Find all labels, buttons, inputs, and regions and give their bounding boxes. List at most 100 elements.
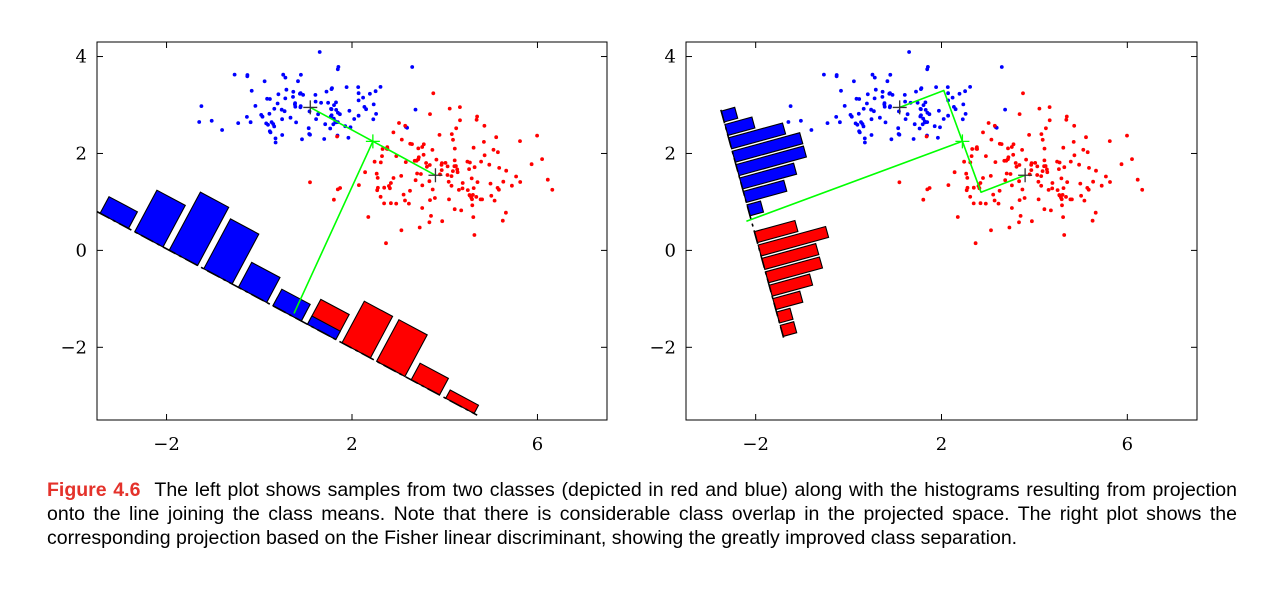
right-point-red <box>1059 176 1064 181</box>
right-point-blue <box>950 95 955 100</box>
right-point-red <box>1002 158 1007 163</box>
right-point-red <box>997 188 1002 193</box>
left-point-red <box>452 164 457 169</box>
right-point-red <box>1086 187 1091 192</box>
left-point-red <box>504 210 508 215</box>
left-point-red <box>440 219 445 224</box>
right-point-blue <box>869 117 874 122</box>
left-point-red <box>452 158 457 163</box>
left-xtick-label: 2 <box>346 434 357 455</box>
right-point-blue <box>822 72 826 77</box>
right-hist-bar-blue <box>742 179 788 204</box>
right-xtick-label: −2 <box>742 434 769 455</box>
left-point-blue <box>273 140 278 145</box>
left-point-red <box>518 180 523 184</box>
left-point-red <box>424 161 428 165</box>
right-point-red <box>989 137 994 142</box>
left-point-blue <box>220 128 225 132</box>
left-point-red <box>480 197 484 202</box>
right-point-red <box>1061 215 1065 220</box>
left-point-red <box>378 194 383 199</box>
left-point-red <box>460 181 465 185</box>
right-point-red <box>921 197 926 202</box>
left-point-red <box>460 186 465 191</box>
left-ytick-label: 4 <box>76 47 87 68</box>
right-point-blue <box>896 126 901 131</box>
right-point-blue <box>863 140 867 145</box>
right-point-red <box>1061 186 1066 191</box>
left-point-red <box>430 187 435 192</box>
right-point-red <box>965 176 970 180</box>
right-point-red <box>1085 150 1090 155</box>
right-plot-panel: −2 2 6 −2 0 2 4 <box>649 41 1198 455</box>
left-point-blue <box>371 102 376 107</box>
right-point-red <box>1140 187 1145 192</box>
right-point-blue <box>963 112 968 116</box>
right-point-red <box>969 154 974 159</box>
right-point-red <box>968 194 973 199</box>
left-point-red <box>335 134 339 139</box>
right-point-blue <box>923 100 928 105</box>
right-point-red <box>1008 172 1013 176</box>
left-point-blue <box>291 89 296 94</box>
right-point-red <box>991 192 996 197</box>
right-point-blue <box>862 136 867 141</box>
right-point-red <box>1104 174 1108 179</box>
left-point-red <box>540 157 544 162</box>
right-point-red <box>1062 233 1067 237</box>
left-point-blue <box>300 137 304 142</box>
left-point-blue <box>306 126 311 131</box>
left-point-blue <box>268 97 272 101</box>
left-point-red <box>380 154 384 159</box>
right-point-blue <box>920 122 925 127</box>
left-point-blue <box>267 129 272 134</box>
left-point-blue <box>356 98 361 103</box>
left-hist-bar-blue <box>237 261 281 304</box>
right-point-red <box>1064 195 1068 199</box>
left-point-blue <box>293 101 297 105</box>
left-point-red <box>425 164 429 169</box>
right-point-blue <box>799 118 803 123</box>
right-red-mean-marker <box>1018 168 1033 183</box>
left-point-red <box>449 183 454 188</box>
right-point-red <box>978 181 983 185</box>
right-point-blue <box>842 104 847 108</box>
left-point-blue <box>260 114 265 119</box>
left-point-red <box>429 214 433 218</box>
right-point-red <box>1007 225 1012 230</box>
left-point-red <box>491 147 496 152</box>
right-ytick-label: −2 <box>649 337 676 358</box>
left-point-red <box>378 160 383 165</box>
right-point-red <box>1010 206 1014 210</box>
right-point-blue <box>960 117 965 122</box>
left-hist-bar-red <box>341 300 394 359</box>
right-point-red <box>1039 174 1044 179</box>
right-point-blue <box>861 106 866 111</box>
right-point-red <box>1045 170 1050 175</box>
left-point-blue <box>334 108 339 112</box>
right-point-red <box>1130 157 1134 162</box>
right-point-blue <box>872 75 877 80</box>
right-point-red <box>984 154 988 159</box>
left-point-red <box>447 106 452 111</box>
left-point-blue <box>356 113 361 118</box>
right-point-blue <box>921 116 926 121</box>
left-point-blue <box>273 136 278 141</box>
right-point-blue <box>890 93 895 97</box>
left-point-blue <box>267 111 272 116</box>
left-point-red <box>389 201 393 206</box>
right-point-blue <box>838 120 842 125</box>
left-point-red <box>308 180 312 185</box>
left-point-blue <box>317 50 322 54</box>
right-point-red <box>1060 203 1064 208</box>
left-point-red <box>472 233 477 237</box>
right-point-red <box>1003 178 1008 183</box>
right-point-blue <box>915 100 920 105</box>
right-point-red <box>1006 146 1010 151</box>
left-blue-mean-marker <box>303 100 318 115</box>
right-point-blue <box>852 79 856 84</box>
left-point-red <box>452 146 457 151</box>
left-point-red <box>338 186 342 190</box>
left-point-blue <box>331 122 336 127</box>
left-point-red <box>417 225 422 230</box>
